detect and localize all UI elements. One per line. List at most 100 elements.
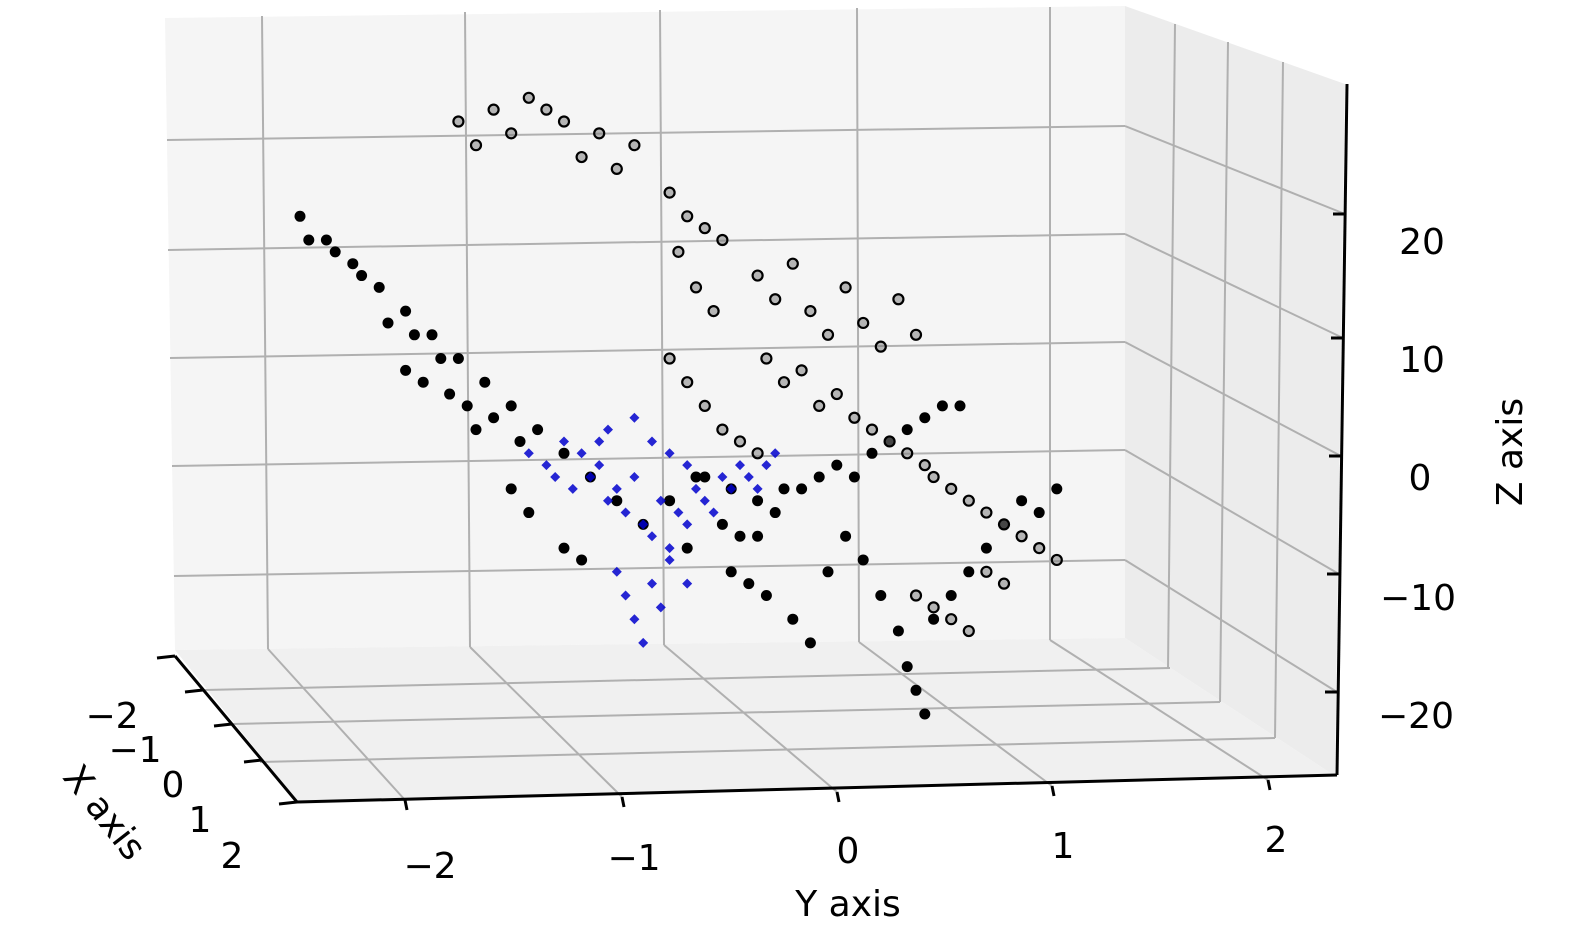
x-axis-line [173, 655, 299, 803]
grid-line-floor-y-1 [469, 646, 623, 798]
data-point-s1-53 [927, 601, 940, 614]
data-point-s1-3 [557, 115, 571, 128]
data-point-s2-37 [603, 424, 613, 435]
grid-line-back-v-2 [659, 9, 665, 646]
y-axis-label: Y axis [794, 884, 901, 925]
y-tick-label-0: −2 [403, 846, 456, 887]
data-point-s1-28 [760, 352, 773, 365]
data-point-s1-23 [839, 281, 852, 294]
grid-line-right-h-4 [1124, 559, 1338, 693]
y-tick-mark-2 [835, 791, 841, 803]
grid-line-back-h-1 [167, 233, 1126, 251]
data-point-s0-25 [505, 483, 517, 495]
data-point-s2-0 [523, 448, 534, 459]
data-point-s2-24 [743, 472, 754, 482]
data-point-s0-66 [919, 412, 931, 424]
data-point-s1-8 [540, 103, 553, 116]
data-point-s1-37 [918, 459, 931, 472]
data-point-s0-43 [822, 566, 834, 578]
data-point-s2-28 [611, 566, 622, 577]
data-point-s1-4 [593, 127, 606, 140]
data-point-s1-32 [830, 387, 843, 401]
data-point-s1-2 [522, 91, 535, 104]
data-point-s1-38 [663, 352, 676, 365]
data-point-s2-9 [611, 483, 622, 494]
data-point-s1-47 [980, 506, 993, 519]
data-point-s0-44 [840, 530, 852, 542]
data-point-s0-2 [347, 258, 359, 270]
data-point-s1-21 [804, 305, 817, 318]
grid-line-floor-x-2 [259, 737, 1276, 763]
data-point-s0-5 [426, 329, 438, 341]
x-tick-mark-1 [184, 688, 204, 694]
data-point-s0-39 [743, 578, 755, 590]
y-tick-label-1: −1 [607, 838, 660, 879]
data-point-s1-43 [751, 447, 764, 460]
data-point-s2-13 [647, 531, 657, 542]
grid-line-right-v-2 [1274, 61, 1284, 739]
data-point-s2-15 [664, 543, 675, 554]
data-point-s1-56 [980, 565, 993, 578]
data-point-s1-25 [874, 340, 887, 353]
grid-line-back-v-0 [261, 15, 269, 650]
data-point-s1-9 [575, 150, 588, 164]
grid-line-right-v-1 [1219, 41, 1229, 703]
data-point-s2-34 [664, 554, 675, 565]
data-point-s2-36 [594, 436, 605, 447]
data-point-s1-27 [909, 328, 923, 341]
data-point-s0-23 [444, 388, 456, 400]
data-point-s2-18 [691, 483, 701, 494]
grid-line-back-h-2 [169, 341, 1126, 359]
data-point-s1-29 [777, 376, 791, 389]
data-point-s0-3 [373, 281, 385, 293]
data-point-s1-24 [857, 316, 870, 330]
data-point-s2-11 [629, 472, 640, 482]
data-point-s2-20 [708, 507, 719, 518]
grid-line-floor-y-0 [267, 648, 406, 801]
grid-line-right-v-0 [1167, 23, 1176, 669]
data-point-s0-56 [1016, 495, 1028, 507]
data-point-s0-49 [910, 684, 922, 696]
data-point-s1-18 [751, 269, 764, 282]
data-point-s0-22 [417, 376, 429, 388]
x-tick-label-3: 1 [189, 800, 212, 841]
grid-line-right-h-2 [1124, 341, 1342, 457]
x-tick-label-2: 0 [162, 765, 185, 806]
data-point-s2-38 [629, 412, 640, 423]
data-point-s1-12 [681, 210, 694, 223]
data-point-s2-3 [559, 436, 569, 447]
data-point-s0-60 [813, 471, 825, 483]
data-point-s2-25 [752, 483, 763, 494]
x-tick-mark-4 [278, 800, 298, 806]
data-point-s0-24 [470, 424, 482, 436]
data-point-s2-41 [682, 460, 693, 471]
data-point-s0-65 [901, 424, 913, 436]
grid-line-back-h-0 [166, 125, 1126, 141]
data-point-s0-69 [699, 471, 711, 483]
data-point-s2-21 [717, 472, 728, 482]
grid-line-right-h-1 [1124, 233, 1344, 339]
axis-lines [173, 83, 1349, 804]
grid-line-floor-y-3 [858, 641, 1053, 787]
y-tick-label-4: 2 [1265, 820, 1288, 861]
data-point-s2-29 [620, 590, 631, 601]
data-point-s0-27 [558, 542, 570, 554]
data-point-s0-53 [963, 566, 975, 578]
data-point-s2-32 [647, 578, 657, 589]
data-point-s2-35 [682, 578, 693, 589]
data-point-s0-59 [796, 483, 808, 495]
data-point-s0-40 [760, 590, 772, 601]
data-point-s1-39 [681, 376, 694, 389]
data-point-s1-48 [997, 518, 1011, 531]
z-tick-label-3: −10 [1380, 578, 1456, 619]
x-tick-label-4: 2 [221, 836, 244, 877]
data-point-s0-14 [356, 270, 368, 282]
z-tick-label-0: 20 [1399, 222, 1445, 263]
data-point-s2-16 [673, 507, 684, 518]
data-point-s2-1 [541, 460, 552, 471]
data-point-s0-1 [320, 234, 332, 246]
data-point-s1-51 [1050, 553, 1063, 567]
data-point-s1-16 [689, 281, 703, 294]
